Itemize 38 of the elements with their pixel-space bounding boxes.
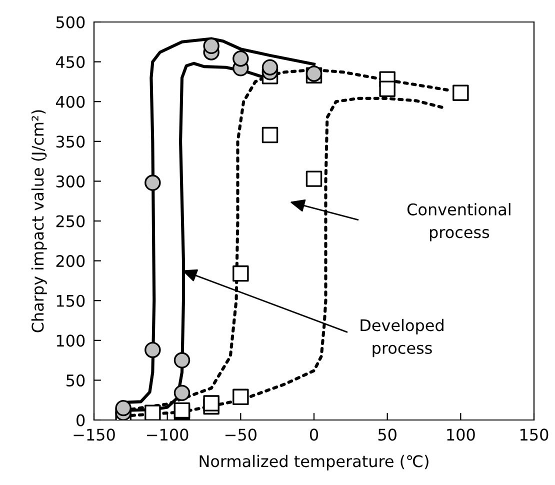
y-tick-label: 50 (66, 374, 85, 386)
x-tick-label: 0 (310, 428, 318, 441)
point (232, 388, 249, 406)
x-tick-label: 150 (520, 428, 548, 441)
point (174, 384, 190, 402)
point (115, 400, 132, 416)
x-tick-label: −150 (74, 428, 115, 441)
point (232, 50, 249, 67)
y-tick-label: 450 (56, 56, 85, 68)
point (262, 59, 278, 76)
x-tick-label: 50 (378, 428, 396, 441)
y-tick-label: 350 (56, 136, 85, 148)
point (232, 265, 249, 282)
annotation: Developed process (360, 318, 444, 358)
point (144, 342, 161, 358)
x-axis-title: Normalized temperature (℃) (200, 454, 428, 470)
point (452, 84, 469, 101)
y-tick-label: 0 (76, 414, 85, 426)
y-tick-label: 250 (56, 215, 85, 228)
point (379, 80, 396, 97)
y-axis-title: Charpy impact value (J/cm²) (31, 110, 47, 332)
point (306, 170, 322, 187)
y-tick-label: 150 (56, 294, 85, 307)
y-tick-label: 100 (56, 334, 85, 347)
x-tick-label: −100 (147, 428, 188, 441)
point (203, 395, 220, 412)
point (203, 38, 220, 54)
x-tick-label: 100 (447, 428, 475, 441)
y-tick-label: 400 (56, 96, 85, 108)
point (144, 174, 161, 191)
point (144, 404, 161, 420)
point (262, 126, 278, 144)
x-tick-label: −50 (226, 428, 256, 441)
y-tick-label: 200 (56, 255, 85, 268)
y-tick-label: 300 (56, 175, 85, 188)
y-tick-label: 500 (56, 16, 85, 28)
point (174, 352, 190, 368)
annotation: Conventional process (407, 203, 510, 242)
